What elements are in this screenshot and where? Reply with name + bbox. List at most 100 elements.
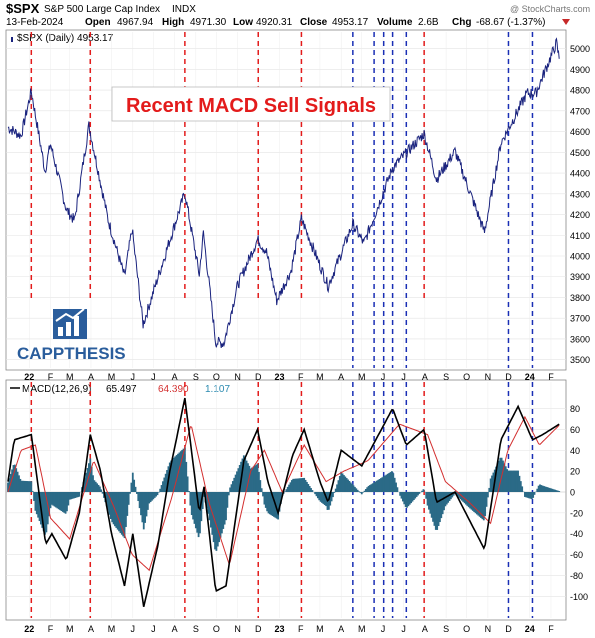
histogram-bar	[541, 485, 544, 492]
histogram-bar	[410, 492, 413, 504]
histogram-bar	[249, 468, 252, 492]
histogram-bar	[45, 492, 48, 533]
histogram-bar	[518, 475, 521, 492]
histogram-bar	[253, 465, 256, 492]
histogram-bar	[448, 492, 451, 501]
histogram-bar	[71, 492, 74, 499]
histogram-bar	[524, 492, 526, 497]
histogram-bar	[237, 468, 240, 492]
histogram-bar	[330, 492, 333, 502]
histogram-bar	[201, 492, 204, 510]
histogram-bar	[315, 492, 318, 497]
histogram-bar	[515, 470, 518, 492]
x-tick-label: J	[131, 372, 136, 382]
histogram-bar	[293, 478, 296, 492]
histogram-bar	[321, 492, 323, 503]
logo-chart-icon	[53, 308, 87, 339]
histogram-bar	[13, 464, 16, 492]
histogram-bar	[109, 492, 112, 519]
x-tick-label: D	[255, 624, 262, 634]
histogram-bar	[310, 488, 312, 492]
histogram-bar	[550, 488, 552, 492]
histogram-bar	[437, 492, 440, 526]
histogram-bar	[20, 480, 23, 492]
histogram-bar	[163, 477, 166, 492]
x-tick-label: M	[66, 624, 74, 634]
histogram-bar	[168, 462, 171, 492]
price-tick-label: 5000	[570, 44, 590, 54]
histogram-bar	[340, 471, 343, 492]
histogram-bar	[273, 492, 275, 517]
histogram-bar	[497, 460, 500, 492]
histogram-bar	[529, 492, 532, 499]
histogram-bar	[526, 492, 529, 498]
histogram-bar	[323, 492, 326, 506]
histogram-bar	[432, 492, 434, 522]
histogram-bar	[373, 482, 375, 492]
histogram-bar	[458, 492, 461, 498]
histogram-bar	[185, 461, 188, 492]
histogram-bar	[319, 492, 322, 502]
x-tick-label: M	[358, 624, 366, 634]
histogram-bar	[415, 492, 418, 497]
x-tick-label: M	[66, 372, 74, 382]
histogram-bar	[68, 492, 71, 500]
histogram-bar	[42, 492, 45, 532]
histogram-bar	[447, 492, 450, 503]
histogram-bar	[403, 492, 406, 505]
volume-value: 2.6B	[418, 17, 439, 28]
histogram-bar	[456, 492, 459, 497]
histogram-bar	[290, 480, 293, 492]
histogram-bar	[266, 492, 269, 512]
histogram-bar	[556, 490, 559, 492]
histogram-bar	[485, 492, 488, 507]
histogram-bar	[196, 492, 199, 533]
histogram-bar	[495, 466, 498, 492]
histogram-bar	[417, 492, 419, 496]
price-tick-label: 3600	[570, 334, 590, 344]
macd-panel	[5, 379, 567, 621]
histogram-bar	[179, 451, 182, 492]
histogram-bar	[507, 470, 510, 492]
histogram-bar	[366, 487, 369, 492]
histogram-bar	[380, 478, 382, 492]
histogram-bar	[466, 492, 469, 506]
x-tick-label: F	[548, 624, 554, 634]
histogram-bar	[532, 492, 535, 498]
histogram-bar	[297, 478, 300, 492]
histogram-bar	[295, 478, 297, 492]
histogram-bar	[428, 492, 430, 510]
x-tick-label: D	[505, 372, 512, 382]
histogram-bar	[26, 481, 29, 492]
histogram-bar	[307, 483, 310, 492]
price-tick-label: 4800	[570, 86, 590, 96]
histogram-bar	[33, 492, 35, 501]
histogram-bar	[445, 492, 448, 505]
histogram-bar	[473, 492, 476, 513]
histogram-bar	[537, 485, 540, 492]
histogram-bar	[279, 492, 282, 504]
macd-legend-name: MACD(12,26,9)	[22, 384, 91, 395]
histogram-bar	[521, 486, 524, 492]
histogram-bar	[67, 492, 70, 506]
histogram-bar	[306, 481, 308, 492]
histogram-bar	[153, 492, 156, 498]
histogram-bar	[229, 487, 232, 492]
high-label: High	[162, 17, 184, 28]
histogram-bar	[66, 492, 68, 512]
histogram-bar	[430, 492, 433, 518]
price-tick-label: 4500	[570, 148, 590, 158]
histogram-bar	[157, 492, 160, 493]
histogram-bar	[100, 489, 103, 492]
histogram-bar	[363, 490, 366, 492]
histogram-bar	[492, 472, 495, 492]
histogram-bar	[545, 487, 548, 492]
histogram-bar	[247, 463, 249, 492]
histogram-bar	[299, 478, 301, 492]
macd-line	[7, 397, 560, 607]
histogram-bar	[96, 483, 99, 492]
histogram-bar	[344, 476, 347, 492]
histogram-bar	[30, 481, 33, 492]
chg-label: Chg	[452, 17, 471, 28]
histogram-bar	[292, 478, 295, 492]
